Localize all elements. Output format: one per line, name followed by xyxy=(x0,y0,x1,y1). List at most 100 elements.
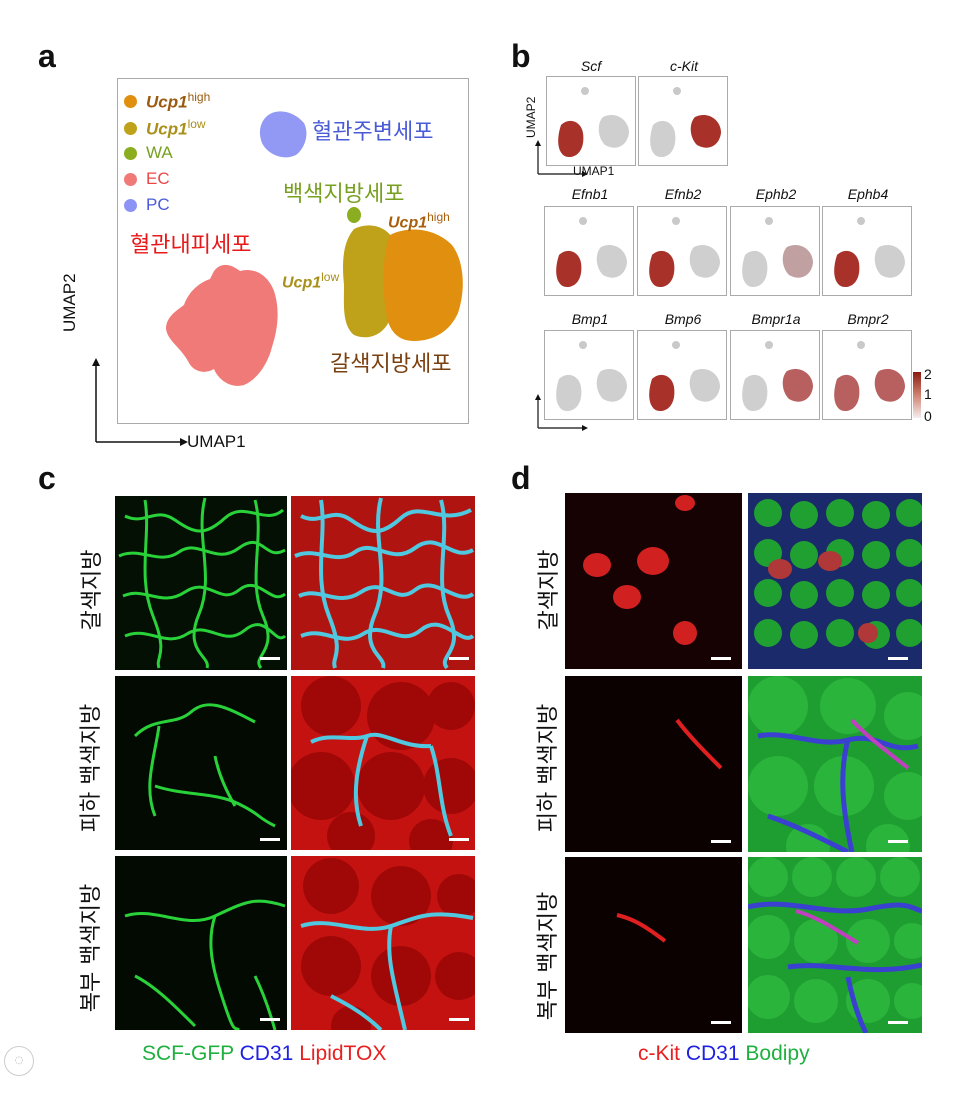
umap-ylabel: UMAP2 xyxy=(60,273,79,332)
image-d-subcut-merge xyxy=(748,676,922,852)
feature-plot-bmpr1a xyxy=(730,330,820,420)
scale-bar xyxy=(711,840,731,843)
panel-c-caption: SCF-GFP CD31 LipidTOX xyxy=(142,1042,386,1066)
label-ucp1-low-cluster: Ucp1low xyxy=(282,270,340,292)
feature-plot-ephb4 xyxy=(822,206,912,296)
legend-wa-dot xyxy=(124,146,137,160)
gene-label-efnb2: Efnb2 xyxy=(664,186,702,202)
legend-wa-label: WA xyxy=(146,143,173,162)
legend-wa: WA xyxy=(124,143,173,163)
legend-ucp1-high-dot xyxy=(124,94,137,108)
image-c-brown-merge xyxy=(291,496,475,670)
legend-ucp1-low: Ucp1low xyxy=(124,117,206,140)
legend-ucp1-low-label: Ucp1low xyxy=(146,117,206,139)
feature-plot-ephb2 xyxy=(730,206,820,296)
gene-label-ephb4: Ephb4 xyxy=(847,186,889,202)
colorbar-tick-0: 0 xyxy=(924,408,932,424)
feature-plot-ckit xyxy=(638,76,728,166)
label-brown-adipocyte: 갈색지방세포 xyxy=(330,352,452,377)
feature-plot-bmp1 xyxy=(544,330,634,420)
panel-c-letter: c xyxy=(38,460,56,496)
legend-pc-dot xyxy=(124,198,137,212)
umap-scatter xyxy=(166,111,463,386)
caption-c-scf-gfp: SCF-GFP xyxy=(142,1042,234,1065)
legend-ec-dot xyxy=(124,172,137,186)
ucp1-high-cluster xyxy=(383,229,463,341)
panel-c-row-label-visceral: 복부 백색지방 xyxy=(79,883,104,1013)
pericyte-cluster xyxy=(259,111,307,158)
feature-xlabel: UMAP1 xyxy=(573,164,615,178)
scale-bar xyxy=(888,657,908,660)
panel-d-caption: c-Kit CD31 Bodipy xyxy=(638,1042,810,1066)
gene-label-efnb1: Efnb1 xyxy=(571,186,609,202)
scale-bar xyxy=(888,840,908,843)
panel-d-row-label-subcutaneous: 피하 백색지방 xyxy=(536,703,561,833)
feature-axes-3 xyxy=(535,394,588,431)
caption-d-bodipy: Bodipy xyxy=(745,1042,810,1065)
image-d-visceral-ckit xyxy=(565,857,742,1033)
panel-c-row-label-brown: 갈색지방 xyxy=(80,549,105,631)
gene-label-scf: Scf xyxy=(580,58,602,74)
panel-b-letter: b xyxy=(511,38,531,74)
endothelial-cluster xyxy=(166,264,278,386)
legend-ec-label: EC xyxy=(146,169,170,188)
gene-label-bmpr1a: Bmpr1a xyxy=(751,311,801,327)
gene-label-ephb2: Ephb2 xyxy=(755,186,797,202)
gene-label-bmp6: Bmp6 xyxy=(664,311,702,327)
image-d-brown-merge xyxy=(748,493,922,669)
legend-ucp1-low-dot xyxy=(124,121,137,135)
label-ucp1-high-cluster: Ucp1high xyxy=(388,210,450,232)
umap-xlabel: UMAP1 xyxy=(187,432,246,451)
white-adipocyte-cluster xyxy=(347,207,361,223)
caption-c-lipidtox: LipidTOX xyxy=(299,1042,387,1065)
panel-c-row-label-subcutaneous: 피하 백색지방 xyxy=(79,703,104,833)
image-c-subcut-merge xyxy=(291,676,475,850)
scale-bar xyxy=(260,1018,280,1021)
colorbar xyxy=(913,372,921,418)
feature-plot-bmpr2 xyxy=(822,330,912,420)
gene-label-bmpr2: Bmpr2 xyxy=(847,311,889,327)
image-c-visceral-gfp xyxy=(115,856,287,1030)
caption-d-cd31: CD31 xyxy=(685,1042,740,1065)
label-white-adipocyte: 백색지방세포 xyxy=(283,182,405,207)
panel-d-row-label-visceral: 복부 백색지방 xyxy=(536,891,561,1021)
caption-d-ckit: c-Kit xyxy=(638,1042,680,1065)
legend-pc-label: PC xyxy=(146,195,170,214)
scale-bar xyxy=(449,1018,469,1021)
legend-ucp1-high-label: Ucp1high xyxy=(146,90,211,112)
scale-bar xyxy=(711,1021,731,1024)
panel-d-row-label-brown: 갈색지방 xyxy=(537,549,562,631)
image-c-subcut-gfp xyxy=(115,676,287,850)
panel-d-letter: d xyxy=(511,460,531,496)
image-d-visceral-merge xyxy=(748,857,922,1033)
feature-plot-efnb2 xyxy=(637,206,727,296)
umap-plot-frame xyxy=(117,78,469,424)
feature-plot-efnb1 xyxy=(544,206,634,296)
image-d-brown-ckit xyxy=(565,493,742,669)
feature-plot-bmp6 xyxy=(637,330,727,420)
feature-axes-1 xyxy=(535,140,588,177)
legend-ec: EC xyxy=(124,169,170,189)
gene-label-ckit: c-Kit xyxy=(670,58,698,74)
legend-ucp1-high: Ucp1high xyxy=(124,90,210,113)
image-c-visceral-merge xyxy=(291,856,475,1030)
scale-bar xyxy=(711,657,731,660)
colorbar-tick-1: 1 xyxy=(924,386,932,402)
panel-a-letter: a xyxy=(38,38,56,74)
legend-pc: PC xyxy=(124,195,170,215)
scale-bar xyxy=(260,838,280,841)
corner-widget-icon[interactable]: ◌ xyxy=(4,1046,34,1076)
feature-ylabel: UMAP2 xyxy=(524,96,538,138)
scale-bar xyxy=(449,657,469,660)
colorbar-tick-2: 2 xyxy=(924,366,932,382)
feature-plot-scf xyxy=(546,76,636,166)
umap-axes xyxy=(92,358,188,446)
gene-label-bmp1: Bmp1 xyxy=(571,311,609,327)
ucp1-low-cluster xyxy=(343,225,397,338)
scale-bar xyxy=(888,1021,908,1024)
caption-c-cd31: CD31 xyxy=(239,1042,294,1065)
label-pericyte: 혈관주변세포 xyxy=(312,120,434,145)
scale-bar xyxy=(260,657,280,660)
image-d-subcut-ckit xyxy=(565,676,742,852)
label-endothelial: 혈관내피세포 xyxy=(130,233,252,258)
